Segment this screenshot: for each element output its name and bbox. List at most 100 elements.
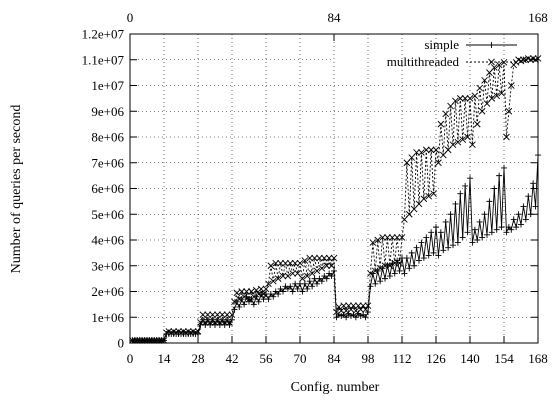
grid: [130, 34, 538, 343]
data-point-multithreaded: [410, 205, 418, 213]
data-point-multithreaded: [362, 306, 369, 313]
data-point-multithreaded: [214, 311, 221, 318]
data-point-simple: [462, 182, 469, 189]
data-point-multithreaded: [325, 254, 333, 262]
data-point-simple: [469, 239, 476, 246]
x-tick-label: 126: [426, 351, 446, 366]
data-point-multithreaded: [427, 146, 435, 154]
data-point-multithreaded: [425, 192, 433, 200]
data-point-simple: [318, 278, 325, 285]
data-point-multithreaded: [456, 95, 464, 102]
x2-tick-label: 168: [528, 10, 548, 25]
data-point-multithreaded: [274, 275, 282, 282]
data-point-simple: [491, 185, 498, 192]
data-point-simple: [513, 224, 520, 231]
data-point-multithreaded: [442, 110, 450, 118]
data-point-multithreaded: [153, 337, 161, 344]
data-point-simple: [450, 242, 456, 249]
data-point-simple: [416, 257, 422, 264]
y-tick-label: 2e+06: [91, 284, 124, 299]
data-point-simple: [501, 164, 507, 171]
x-tick-label: 112: [392, 351, 411, 366]
data-point-multithreaded: [403, 159, 411, 167]
data-point-simple: [287, 283, 294, 290]
y-tick-label: 7e+06: [91, 155, 124, 170]
data-point-multithreaded: [367, 270, 374, 277]
data-point-multithreaded: [286, 259, 294, 267]
data-point-simple: [486, 198, 493, 205]
data-point-multithreaded: [150, 337, 158, 344]
data-point-simple: [270, 293, 277, 300]
data-point-simple: [301, 280, 308, 287]
data-point-multithreaded: [376, 265, 384, 272]
data-point-multithreaded: [413, 149, 420, 156]
data-point-simple: [459, 234, 466, 241]
data-point-multithreaded: [294, 270, 301, 277]
data-point-multithreaded: [384, 234, 391, 241]
data-point-simple: [294, 285, 301, 292]
data-point-multithreaded: [269, 277, 277, 285]
data-point-multithreaded: [136, 337, 144, 344]
data-point-multithreaded: [466, 95, 474, 102]
data-point-simple: [299, 288, 306, 295]
data-point-simple: [306, 278, 313, 285]
data-point-multithreaded: [211, 319, 219, 326]
x-tick-label: 98: [362, 351, 375, 366]
data-point-simple: [425, 252, 432, 259]
data-point-simple: [275, 291, 282, 298]
data-point-simple: [488, 229, 495, 236]
data-point-simple: [474, 237, 481, 243]
data-point-simple: [377, 278, 384, 285]
data-point-multithreaded: [422, 146, 430, 154]
data-point-multithreaded: [432, 146, 440, 154]
data-point-simple: [464, 229, 471, 236]
data-point-multithreaded: [313, 267, 321, 275]
data-point-multithreaded: [342, 307, 350, 315]
data-point-multithreaded: [364, 302, 372, 309]
series-layer: [129, 55, 542, 344]
data-point-multithreaded: [138, 337, 146, 344]
data-point-multithreaded: [461, 95, 469, 102]
data-point-multithreaded: [328, 262, 335, 270]
data-point-simple: [391, 270, 398, 277]
data-point-simple: [289, 288, 296, 295]
x-tick-label: 14: [158, 351, 172, 366]
data-point-multithreaded: [420, 195, 428, 203]
data-point-multithreaded: [243, 288, 250, 295]
x-tick-label: 0: [127, 351, 134, 366]
y-tick-label: 1e+07: [91, 78, 124, 93]
data-point-multithreaded: [369, 239, 377, 246]
data-point-multithreaded: [262, 285, 270, 293]
data-point-multithreaded: [255, 290, 263, 298]
data-point-multithreaded: [209, 311, 216, 318]
data-point-multithreaded: [197, 319, 204, 326]
data-point-multithreaded: [505, 107, 513, 115]
data-point-multithreaded: [316, 254, 323, 262]
x-tick-label: 168: [528, 351, 548, 366]
data-point-multithreaded: [323, 262, 331, 270]
x-axis-title: Config. number: [291, 380, 380, 395]
series-line-simple: [132, 155, 539, 341]
data-point-multithreaded: [486, 69, 493, 76]
data-point-simple: [503, 229, 510, 236]
data-point-multithreaded: [204, 311, 212, 318]
x2-tick-labels: 0 84 168: [127, 10, 548, 25]
data-point-simple: [331, 267, 337, 274]
data-point-multithreaded: [233, 289, 241, 297]
data-point-simple: [304, 285, 311, 292]
data-point-multithreaded: [277, 259, 284, 267]
data-point-multithreaded: [194, 328, 202, 335]
data-point-simple: [403, 255, 410, 262]
data-point-simple: [236, 303, 243, 310]
data-point-simple: [471, 226, 478, 233]
data-point-multithreaded: [464, 133, 471, 141]
data-point-simple: [323, 275, 330, 282]
data-point-simple: [255, 298, 262, 305]
data-point-multithreaded: [240, 293, 248, 300]
data-point-multithreaded: [498, 89, 505, 97]
data-point-multithreaded: [415, 200, 423, 208]
x2-tick-label: 0: [127, 10, 134, 25]
data-point-simple: [401, 270, 408, 277]
data-point-multithreaded: [333, 308, 340, 316]
data-point-simple: [428, 229, 435, 236]
